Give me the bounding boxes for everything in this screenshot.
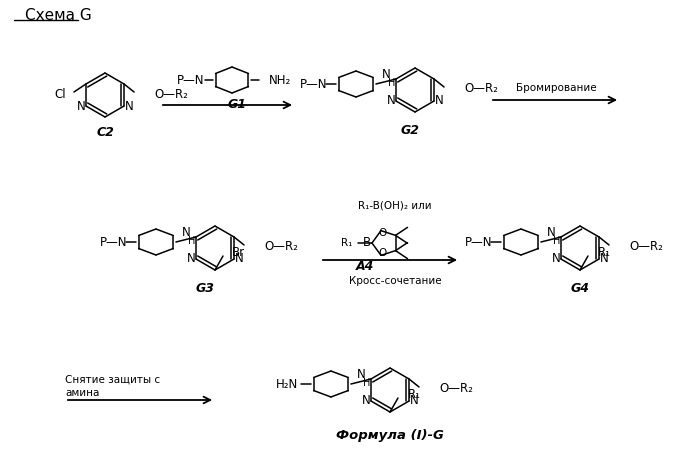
Text: O: O: [379, 227, 387, 238]
Text: N: N: [125, 100, 134, 112]
Text: R₁: R₁: [342, 238, 353, 248]
Text: P—N: P—N: [466, 235, 493, 249]
Text: N: N: [547, 226, 555, 239]
Text: O—R₂: O—R₂: [154, 88, 188, 101]
Text: Бромирование: Бромирование: [516, 83, 596, 93]
Text: NH₂: NH₂: [269, 73, 291, 87]
Text: H: H: [363, 378, 370, 388]
Text: N: N: [234, 253, 244, 265]
Text: N: N: [435, 95, 443, 108]
Text: N: N: [386, 95, 395, 108]
Text: P—N: P—N: [100, 235, 127, 249]
Text: R₁: R₁: [408, 388, 421, 401]
Text: G2: G2: [400, 124, 419, 137]
Text: C2: C2: [96, 126, 114, 139]
Text: N: N: [600, 253, 608, 265]
Text: Br: Br: [232, 246, 245, 258]
Text: Снятие защиты с: Снятие защиты с: [65, 375, 160, 385]
Text: O: O: [379, 249, 387, 258]
Text: P—N: P—N: [177, 73, 204, 87]
Text: P—N: P—N: [300, 78, 328, 90]
Text: R₁-B(OH)₂ или: R₁-B(OH)₂ или: [358, 200, 432, 210]
Text: H₂N: H₂N: [276, 378, 298, 390]
Text: N: N: [187, 253, 195, 265]
Text: Кросс-сочетание: Кросс-сочетание: [349, 276, 441, 286]
Text: G4: G4: [570, 281, 589, 294]
Text: O—R₂: O—R₂: [629, 241, 663, 254]
Text: H: H: [389, 78, 396, 88]
Text: O—R₂: O—R₂: [264, 241, 298, 254]
Text: N: N: [552, 253, 560, 265]
Text: H: H: [188, 235, 195, 246]
Text: B: B: [363, 236, 371, 249]
Text: N: N: [382, 68, 391, 81]
Text: G3: G3: [195, 281, 214, 294]
Text: A4: A4: [356, 261, 375, 273]
Text: O—R₂: O—R₂: [464, 82, 498, 95]
Text: N: N: [362, 395, 370, 408]
Text: G1: G1: [228, 97, 246, 110]
Text: O—R₂: O—R₂: [439, 382, 473, 395]
Text: Формула (I)-G: Формула (I)-G: [336, 429, 444, 441]
Text: H: H: [553, 235, 561, 246]
Text: Схема G: Схема G: [25, 7, 92, 22]
Text: N: N: [76, 100, 85, 112]
Text: Cl: Cl: [55, 88, 66, 101]
Text: амина: амина: [65, 388, 99, 398]
Text: N: N: [410, 395, 419, 408]
Text: N: N: [181, 226, 190, 239]
Text: R₁: R₁: [598, 246, 611, 258]
Text: N: N: [356, 368, 365, 381]
